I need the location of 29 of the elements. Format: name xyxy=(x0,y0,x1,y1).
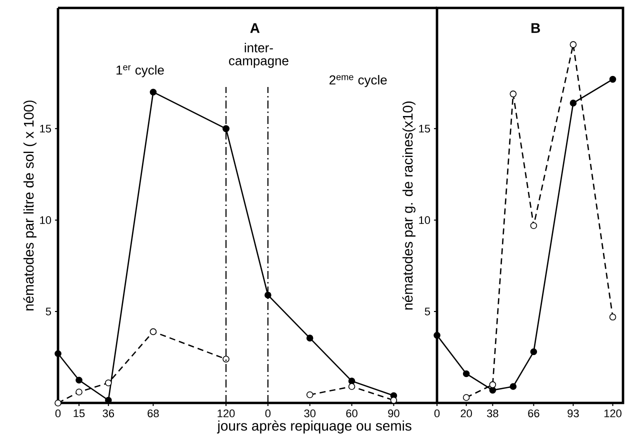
x-tick-label: 68 xyxy=(148,410,159,418)
x-tick-label: 0 xyxy=(434,410,440,418)
y-tick-label: 15 xyxy=(419,124,430,133)
y-axis-title: nématodes par litre de sol ( x 100) xyxy=(23,100,36,310)
x-tick-label: 120 xyxy=(218,410,235,418)
x-tick-label: 66 xyxy=(528,410,540,418)
annotation: inter-campagne xyxy=(229,42,288,68)
text: B xyxy=(531,23,540,33)
y-tick-label: 10 xyxy=(419,216,430,224)
text: A xyxy=(250,23,260,33)
x-tick-label: 0 xyxy=(265,410,271,418)
x-tick-label: 60 xyxy=(346,410,358,418)
x-tick-label: 120 xyxy=(604,410,622,418)
y-tick-label: 5 xyxy=(424,308,430,316)
y-tick-label: 5 xyxy=(46,308,52,316)
annotation: 2$^{eme}$ cycle xyxy=(330,75,387,88)
annotation: 1$^{er}$ cycle xyxy=(116,65,164,78)
y-axis-title: nématodes par g. de racines(x10) xyxy=(402,101,416,310)
x-tick-label: 90 xyxy=(388,410,400,418)
x-tick-label: 36 xyxy=(102,410,114,418)
x-tick-label: 30 xyxy=(304,410,316,418)
y-tick-label: 15 xyxy=(40,124,52,133)
x-tick-label: 93 xyxy=(568,410,579,418)
x-axis-title: jours après repiquage ou semis xyxy=(216,420,412,434)
x-tick-label: 38 xyxy=(486,410,498,418)
x-tick-label: 15 xyxy=(74,410,85,418)
x-tick-label: 0 xyxy=(55,410,61,418)
y-tick-label: 10 xyxy=(40,216,52,224)
x-tick-label: 20 xyxy=(460,410,472,418)
